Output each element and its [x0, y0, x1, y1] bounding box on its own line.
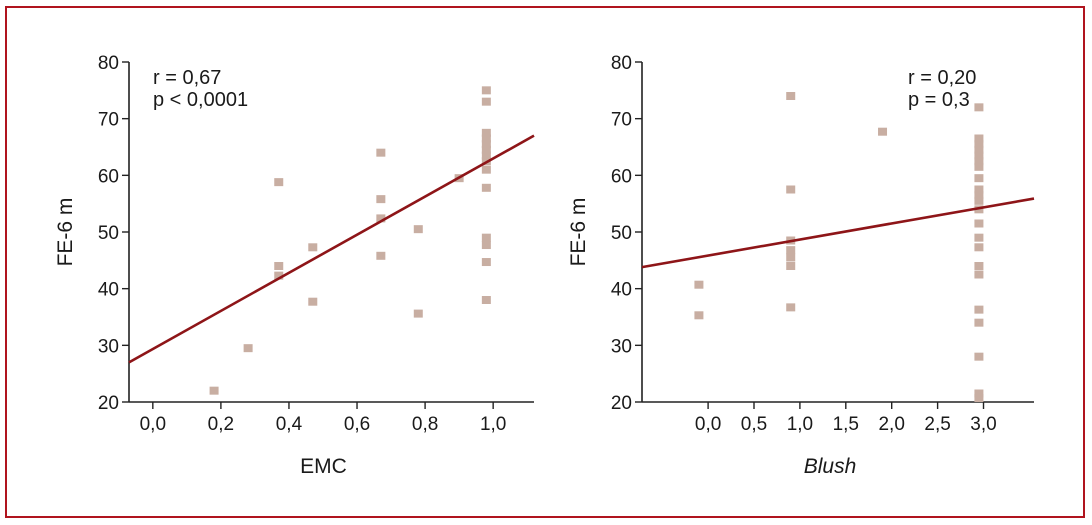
emc-data-point	[481, 241, 491, 250]
emc-data-point	[481, 145, 491, 154]
blush-x-tick-label: 0,5	[741, 414, 767, 435]
figure-frame: 20 30 40 50 60 70 80 0,0 0,2 0,4 0,6 0,8 1,0 EMC FE-6 …	[5, 6, 1085, 518]
emc-x-tick-label: 0,0	[140, 414, 166, 435]
blush-data-point	[878, 127, 888, 136]
emc-data-point	[481, 165, 491, 174]
blush-data-point	[974, 305, 984, 314]
blush-x-tick-label: 2,0	[878, 414, 904, 435]
emc-data-point	[481, 296, 491, 304]
blush-y-tick-label: 70	[611, 110, 632, 131]
blush-data-point	[974, 219, 984, 228]
blush-data-point	[786, 185, 796, 194]
emc-x-tick-label: 0,4	[276, 414, 303, 435]
blush-data-point	[786, 262, 796, 270]
emc-data-point	[481, 128, 491, 137]
emc-chart-panel: 20 30 40 50 60 70 80 0,0 0,2 0,4 0,6 0,8 1,0 EMC FE-6 …	[54, 53, 535, 478]
emc-data-point	[481, 97, 491, 106]
emc-x-tick-label: 1,0	[480, 414, 506, 435]
emc-y-tick-label: 70	[98, 110, 119, 131]
blush-data-point	[694, 280, 704, 289]
emc-data-point	[481, 258, 491, 267]
emc-y-axis-label: FE-6 m	[54, 198, 77, 267]
blush-y-tick-label: 80	[611, 53, 632, 74]
emc-y-tick-label: 60	[98, 166, 119, 187]
scatter-figure: 20 30 40 50 60 70 80 0,0 0,2 0,4 0,6 0,8 1,0 EMC FE-6 …	[54, 53, 1035, 478]
blush-chart-panel: 20 30 40 50 60 70 80 0,0 0,5 1,0 1,5 2,0 2,5 3,0 Blush…	[567, 53, 1035, 478]
emc-data-point	[481, 183, 491, 192]
blush-data-point	[974, 151, 984, 160]
emc-data-point	[308, 297, 318, 306]
blush-stats-annotation: r = 0,20	[908, 67, 976, 89]
blush-data-point	[974, 233, 984, 242]
blush-x-tick-label: 1,0	[787, 414, 813, 435]
blush-data-point	[974, 243, 984, 252]
blush-x-axis-label: Blush	[804, 455, 857, 478]
blush-data-point	[786, 246, 796, 255]
blush-data-point	[974, 134, 984, 143]
emc-data-point	[209, 386, 219, 395]
blush-data-point	[786, 303, 796, 312]
emc-data-point	[274, 271, 284, 280]
emc-data-point	[376, 195, 386, 204]
emc-data-point	[308, 243, 318, 252]
emc-data-point	[243, 344, 253, 353]
blush-data-point	[786, 253, 796, 262]
emc-data-point	[481, 140, 491, 149]
emc-x-tick-label: 0,2	[208, 414, 234, 435]
blush-data-point	[974, 352, 984, 361]
emc-x-axis-label: EMC	[300, 455, 347, 478]
blush-x-tick-label: 2,5	[924, 414, 950, 435]
emc-data-point	[274, 178, 284, 187]
blush-regression-line	[641, 197, 1035, 269]
blush-data-point	[974, 389, 984, 398]
blush-data-point	[974, 103, 984, 112]
emc-y-tick-label: 40	[98, 280, 119, 301]
emc-data-point	[274, 262, 284, 270]
emc-y-tick-label: 80	[98, 53, 119, 74]
blush-data-point	[974, 174, 984, 183]
blush-stats-annotation: p = 0,3	[908, 89, 970, 111]
blush-data-point	[974, 318, 984, 327]
blush-y-tick-label: 20	[611, 393, 632, 414]
blush-x-tick-label: 1,5	[833, 414, 859, 435]
blush-x-tick-label: 3,0	[970, 414, 996, 435]
emc-data-point	[413, 309, 423, 318]
blush-x-tick-label: 0,0	[695, 414, 721, 435]
blush-data-point	[974, 394, 984, 403]
emc-data-point	[376, 148, 386, 157]
blush-data-point	[974, 185, 984, 194]
emc-data-point	[376, 214, 386, 223]
emc-data-point	[376, 251, 386, 260]
emc-stats-annotation: p < 0,0001	[153, 89, 248, 111]
emc-x-tick-label: 0,8	[412, 414, 438, 435]
emc-data-point	[413, 225, 423, 234]
blush-data-point	[786, 92, 796, 100]
blush-y-tick-label: 60	[611, 166, 632, 187]
blush-data-point	[974, 162, 984, 171]
emc-x-tick-label: 0,6	[344, 414, 370, 435]
emc-data-point	[481, 134, 491, 143]
blush-data-point	[974, 140, 984, 149]
blush-y-tick-label: 40	[611, 280, 632, 301]
emc-stats-annotation: r = 0,67	[153, 67, 221, 89]
blush-data-point	[974, 157, 984, 166]
emc-data-point	[481, 151, 491, 160]
emc-y-tick-label: 50	[98, 223, 119, 244]
emc-data-point	[481, 233, 491, 242]
blush-data-point	[974, 270, 984, 279]
emc-y-tick-label: 20	[98, 393, 119, 414]
blush-y-tick-label: 30	[611, 336, 632, 357]
blush-data-point	[974, 262, 984, 270]
blush-data-point	[974, 191, 984, 200]
blush-data-point	[974, 196, 984, 205]
blush-data-point	[974, 145, 984, 154]
emc-regression-line	[128, 134, 535, 364]
emc-data-point	[481, 86, 491, 95]
blush-y-axis-label: FE-6 m	[567, 198, 590, 267]
blush-data-point	[694, 311, 704, 320]
emc-y-tick-label: 30	[98, 336, 119, 357]
blush-y-tick-label: 50	[611, 223, 632, 244]
